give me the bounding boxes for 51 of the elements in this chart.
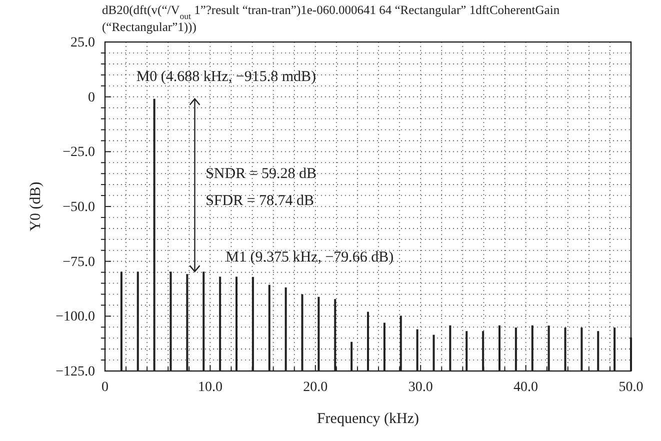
bar [219, 276, 222, 371]
bar [400, 316, 402, 371]
bar [548, 326, 550, 371]
bar [482, 331, 484, 371]
x-tick-label: 50.0 [618, 380, 644, 395]
bar [268, 284, 270, 371]
y-tick-label: 0 [88, 90, 95, 106]
x-tick-label: 20.0 [303, 380, 328, 395]
y-tick-label: 25.0 [70, 35, 95, 50]
bar [236, 276, 238, 371]
y-tick-label: −25.0 [62, 145, 95, 160]
bar [136, 272, 139, 371]
y-axis-title: Y0 (dB) [28, 182, 44, 232]
bar [367, 312, 369, 371]
x-tick-label: 10.0 [198, 380, 222, 395]
bar [564, 328, 566, 371]
bar [614, 328, 616, 371]
bar [531, 325, 534, 371]
bar [432, 334, 435, 371]
annotation: M0 (4.688 kHz, −915.8 mdB) [136, 68, 316, 85]
annotation: M1 (9.375 kHz, −79.66 dB) [226, 250, 394, 266]
y-tick-label: −100.0 [56, 310, 95, 325]
annotation: SFDR = 78.74 dB [206, 192, 314, 209]
y-tick-label: −75.0 [62, 254, 95, 270]
bar [334, 299, 336, 371]
bar [449, 325, 452, 371]
bar [170, 272, 172, 371]
y-tick-label: −50.0 [62, 200, 95, 215]
bar [284, 287, 287, 371]
bar [318, 296, 320, 371]
annotation: SNDR = 59.28 dB [206, 166, 317, 182]
x-axis-title: Frequency (kHz) [316, 411, 420, 427]
bar [580, 328, 583, 371]
x-tick-label: 30.0 [408, 380, 433, 395]
bar [350, 342, 353, 371]
bar [498, 325, 500, 371]
bar [466, 331, 468, 371]
x-tick-label: 0 [102, 380, 108, 395]
bar [301, 294, 304, 371]
bar [153, 98, 156, 371]
bar [120, 272, 122, 371]
bar [383, 322, 386, 371]
bar [416, 329, 418, 371]
chart-title: dB20(dft(v(“/V$_{out}$ 1”?result “tran-tran”)1e-060.000641 64 “Rectangular” 1dftCoherentGain (“Rectangular”1))) [102, 3, 560, 34]
x-tick-label: 40.0 [514, 380, 538, 395]
bar [514, 328, 517, 371]
bar [252, 276, 254, 371]
y-tick-label: −125.0 [56, 364, 95, 380]
bar [597, 331, 600, 371]
bar [186, 274, 188, 371]
bar [202, 272, 205, 371]
